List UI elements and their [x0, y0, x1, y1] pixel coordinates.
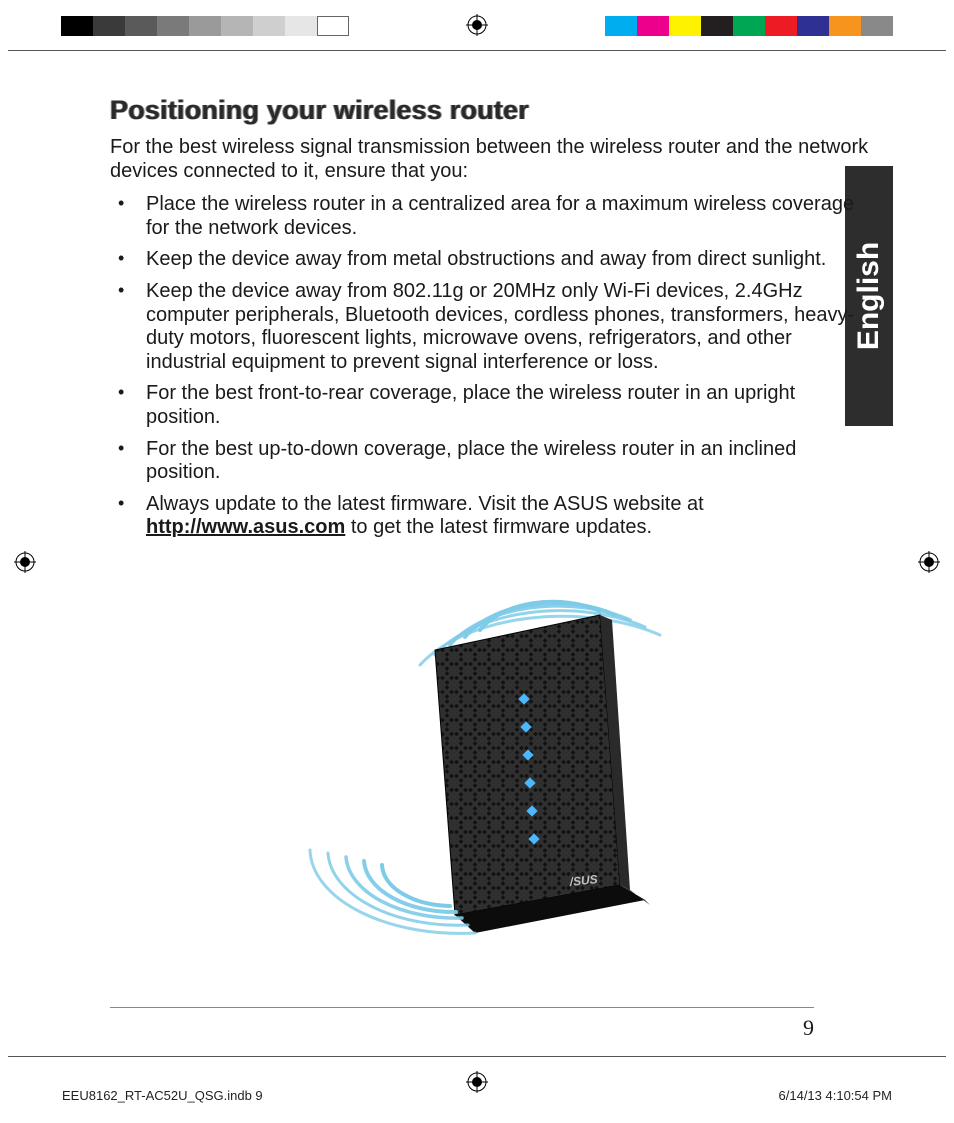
swatch	[765, 16, 797, 36]
list-item: Always update to the latest firmware. Vi…	[110, 493, 870, 540]
swatch	[93, 16, 125, 36]
swatch	[221, 16, 253, 36]
swatch	[637, 16, 669, 36]
swatch	[733, 16, 765, 36]
swatch	[317, 16, 349, 36]
swatch	[701, 16, 733, 36]
swatch	[285, 16, 317, 36]
swatch	[605, 16, 637, 36]
list-item: Place the wireless router in a centraliz…	[110, 193, 870, 240]
swatch	[861, 16, 893, 36]
list-item: Keep the device away from 802.11g or 20M…	[110, 280, 870, 374]
calibration-bar-grayscale	[61, 16, 349, 36]
registration-mark-icon	[14, 551, 36, 573]
footer-rule	[110, 1007, 814, 1008]
section-heading: Positioning your wireless router	[110, 95, 870, 126]
crop-line	[8, 50, 946, 51]
firmware-link[interactable]: http://www.asus.com	[146, 516, 345, 538]
page-content: Positioning your wireless router For the…	[110, 95, 870, 548]
print-slug-filename: EEU8162_RT-AC52U_QSG.indb 9	[62, 1088, 263, 1103]
crop-line	[8, 1056, 946, 1057]
swatch	[157, 16, 189, 36]
swatch	[253, 16, 285, 36]
bullet-list: Place the wireless router in a centraliz…	[110, 193, 870, 540]
list-item: Keep the device away from metal obstruct…	[110, 248, 870, 272]
print-slug-datetime: 6/14/13 4:10:54 PM	[779, 1088, 892, 1103]
page-number: 9	[803, 1015, 814, 1041]
intro-paragraph: For the best wireless signal transmissio…	[110, 136, 870, 183]
swatch	[61, 16, 93, 36]
swatch	[797, 16, 829, 36]
registration-mark-icon	[466, 1071, 488, 1093]
router-illustration: /SUS	[300, 545, 710, 945]
list-item-tail: to get the latest firmware updates.	[345, 516, 652, 538]
swatch	[189, 16, 221, 36]
calibration-bar-color	[605, 16, 893, 36]
list-item: For the best front-to-rear coverage, pla…	[110, 382, 870, 429]
registration-mark-icon	[466, 14, 488, 36]
swatch	[829, 16, 861, 36]
list-item-text: Always update to the latest firmware. Vi…	[146, 493, 704, 515]
swatch	[125, 16, 157, 36]
registration-mark-icon	[918, 551, 940, 573]
list-item: For the best up-to-down coverage, place …	[110, 438, 870, 485]
swatch	[669, 16, 701, 36]
